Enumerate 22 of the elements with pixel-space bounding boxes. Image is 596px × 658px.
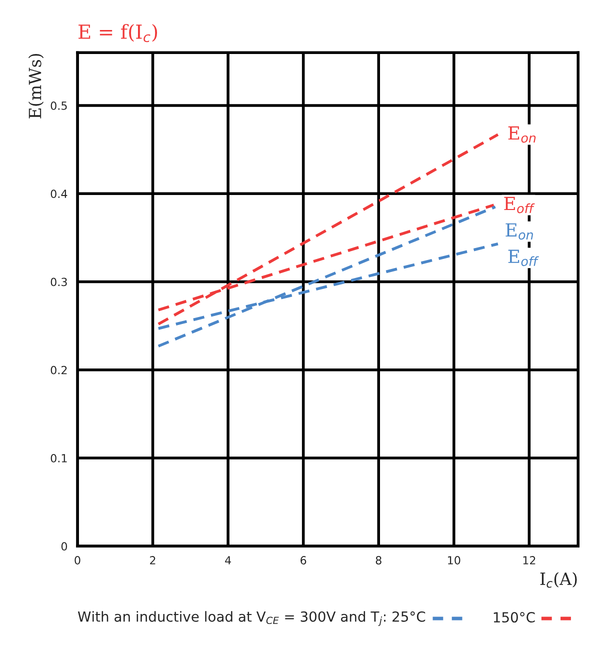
y-tick-label: 0.3: [50, 278, 67, 286]
x-tick-label: 2: [150, 556, 156, 564]
series-label: E$_{off}$: [508, 250, 539, 266]
x-tick-label: 8: [376, 556, 382, 564]
series-label: E$_{on}$: [508, 126, 536, 143]
x-axis-title: I$_{c}$(A): [540, 572, 577, 588]
series-label: E$_{off}$: [504, 196, 535, 214]
y-tick-label: 0: [61, 542, 68, 551]
x-tick-label: 4: [225, 556, 231, 564]
text: With an inductive load at V$_{CE}$ = 300V and T$_{j}$: 25°C: [78, 611, 426, 626]
series-label: E$_{on}$: [506, 223, 533, 240]
x-tick-label: 6: [300, 556, 306, 564]
chart-title: E = f(I$_{c}$): [78, 24, 158, 42]
x-tick-label: 10: [448, 556, 460, 564]
x-tick-label: 0: [74, 556, 80, 564]
text: 150°C: [494, 612, 535, 623]
x-tick-label: 12: [523, 556, 536, 564]
y-tick-label: 0.2: [50, 366, 67, 374]
y-tick-label: 0.4: [50, 190, 68, 198]
y-tick-label: 0.1: [50, 454, 67, 462]
y-tick-label: 0.5: [50, 101, 67, 110]
y-axis-title: E(mWs): [28, 54, 44, 118]
